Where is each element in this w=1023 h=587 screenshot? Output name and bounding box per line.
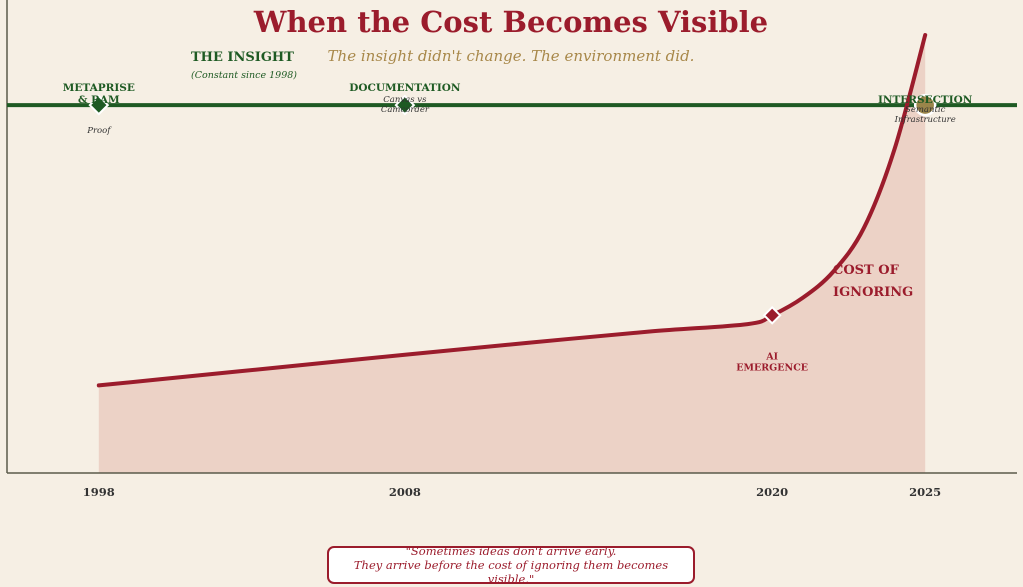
intersection-subtitle: Semantic <box>905 105 946 115</box>
insight-sublabel: (Constant since 1998) <box>191 70 297 81</box>
cost-curve <box>96 33 928 388</box>
axis-layer: 1998 2008 2020 2025 <box>6 0 1017 499</box>
cost-of-ignoring-label: IGNORING <box>833 285 913 300</box>
x-tick-label: 2020 <box>756 485 788 499</box>
cost-area <box>98 35 926 473</box>
area-layer <box>98 35 926 473</box>
milestone-subtitle: Camcorder <box>381 105 430 115</box>
milestone-subtitle: Canvas vs <box>383 95 427 105</box>
milestone-marker <box>394 94 416 116</box>
curve-layer <box>96 33 928 388</box>
ai-emergence-marker <box>762 305 782 325</box>
quote-line-1: "Sometimes ideas don't arrive early. <box>405 544 617 558</box>
x-tick-label: 2008 <box>389 485 421 499</box>
chart-subtitle: The insight didn't change. The environme… <box>328 47 695 65</box>
milestone-title: & RAM <box>78 94 120 106</box>
chart-title: When the Cost Becomes Visible <box>253 5 768 39</box>
milestone-title: METAPRISE <box>63 82 135 94</box>
insight-label: THE INSIGHT <box>191 50 294 65</box>
quote-line-2: They arrive before the cost of ignoring … <box>353 558 669 586</box>
intersection-marker <box>913 93 937 117</box>
intersection-subtitle: Infrastructure <box>894 115 956 125</box>
milestone-title: DOCUMENTATION <box>349 82 461 94</box>
quote-box: "Sometimes ideas don't arrive early. The… <box>327 544 695 586</box>
x-tick-label: 2025 <box>909 485 941 499</box>
ai-emergence-label: EMERGENCE <box>736 362 808 373</box>
x-tick-label: 1998 <box>83 485 115 499</box>
milestone-marker <box>88 94 110 116</box>
cost-of-ignoring-label: COST OF <box>833 263 900 278</box>
marker-layer <box>88 93 937 325</box>
ai-emergence-label: AI <box>765 351 778 362</box>
milestone-subtitle: Proof <box>86 126 112 136</box>
intersection-title: INTERSECTION <box>878 94 973 106</box>
